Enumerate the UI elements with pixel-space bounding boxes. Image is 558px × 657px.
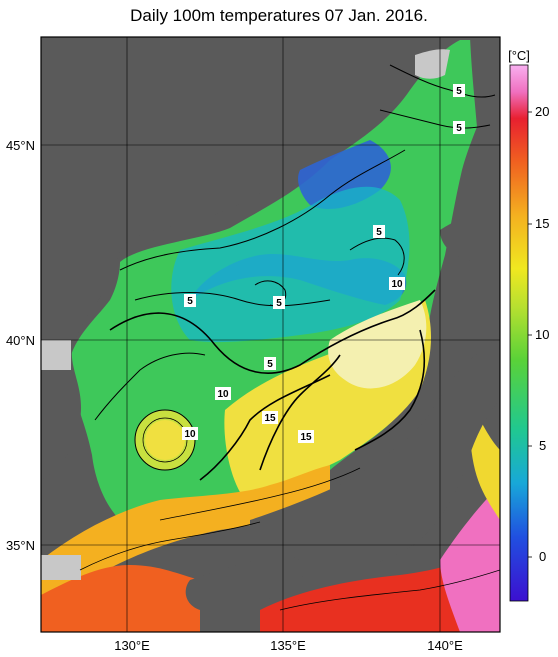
map-border bbox=[40, 36, 501, 633]
contour-label: 15 bbox=[300, 432, 312, 443]
contour-label-group: 5 5 5 5 5 5 10 10 10 15 15 bbox=[182, 84, 465, 443]
honshu bbox=[250, 340, 500, 577]
contour-label: 5 bbox=[376, 227, 382, 238]
sakhalin bbox=[470, 37, 500, 200]
nodata-patch bbox=[41, 340, 71, 370]
kuroshio-region bbox=[440, 485, 500, 632]
colorbar bbox=[509, 64, 529, 602]
colorbar-unit: [°C] bbox=[508, 48, 530, 63]
pale-water-region bbox=[328, 300, 427, 389]
contour-label: 15 bbox=[264, 413, 276, 424]
korean-peninsula bbox=[41, 37, 290, 480]
lat-label-45: 45°N bbox=[6, 138, 35, 153]
colorbar-tick-label: 0 bbox=[539, 549, 546, 564]
lon-label-130: 130°E bbox=[114, 638, 150, 653]
contour-label: 5 bbox=[267, 359, 273, 370]
nodata-patch-2 bbox=[41, 555, 81, 580]
lat-label-35: 35°N bbox=[6, 538, 35, 553]
contour-label: 5 bbox=[187, 296, 193, 307]
lon-label-135: 135°E bbox=[270, 638, 306, 653]
cool-water-region bbox=[171, 186, 410, 343]
kyushu-chugoku bbox=[185, 555, 304, 610]
southern-hot-band bbox=[41, 565, 200, 632]
colorbar-tick-label: 10 bbox=[535, 327, 549, 342]
colorbar-tick-label: 5 bbox=[539, 438, 546, 453]
hokkaido bbox=[440, 205, 500, 263]
map-title: Daily 100m temperatures 07 Jan. 2016. bbox=[130, 6, 428, 25]
colorbar-ticks bbox=[528, 111, 532, 558]
colorbar-tick-label: 15 bbox=[535, 216, 549, 231]
nodata-coast bbox=[415, 49, 450, 79]
contour-label: 5 bbox=[456, 86, 462, 97]
tsushima-current-band bbox=[41, 465, 330, 620]
contour-label: 10 bbox=[391, 279, 403, 290]
contour-label: 10 bbox=[217, 389, 229, 400]
contour-label: 5 bbox=[456, 123, 462, 134]
contour-label: 5 bbox=[276, 298, 282, 309]
warm-eddy-core bbox=[145, 420, 185, 460]
colorbar-tick-label: 20 bbox=[535, 104, 549, 119]
lat-label-40: 40°N bbox=[6, 333, 35, 348]
lon-label-140: 140°E bbox=[427, 638, 463, 653]
map-area: 5 5 5 5 5 5 10 10 10 15 15 bbox=[41, 37, 500, 632]
contour-label: 10 bbox=[184, 429, 196, 440]
graticule bbox=[41, 37, 500, 632]
